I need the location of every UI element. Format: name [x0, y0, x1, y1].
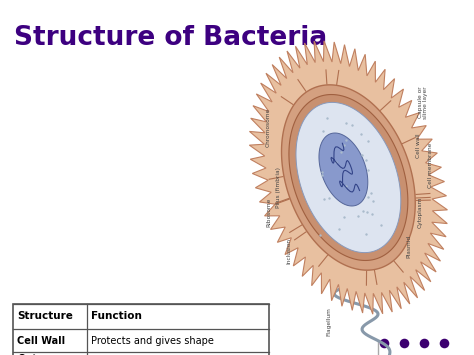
Point — [364, 138, 372, 144]
Text: Plasmid: Plasmid — [406, 234, 411, 257]
Text: Protects and gives shape: Protects and gives shape — [91, 335, 214, 346]
Point — [378, 222, 385, 228]
Text: Function: Function — [91, 311, 142, 321]
Point — [368, 211, 375, 217]
Text: Outer
Membrane: Outer Membrane — [17, 354, 76, 355]
Point — [400, 340, 408, 345]
Point — [363, 209, 371, 215]
Text: Cell wall: Cell wall — [416, 133, 421, 158]
Text: Inclusion: Inclusion — [286, 237, 291, 263]
Text: Ribosome: Ribosome — [266, 197, 271, 227]
Point — [365, 195, 372, 200]
Text: Cytoplasm: Cytoplasm — [418, 196, 423, 228]
Text: Cell membrane: Cell membrane — [428, 142, 433, 187]
Polygon shape — [289, 94, 408, 261]
Text: Chromosome: Chromosome — [266, 108, 271, 147]
Polygon shape — [249, 41, 447, 314]
Point — [362, 231, 369, 236]
Point — [364, 167, 371, 173]
Polygon shape — [271, 71, 426, 284]
Point — [326, 195, 333, 201]
Point — [359, 208, 366, 214]
Point — [370, 198, 377, 204]
Point — [359, 152, 366, 158]
Point — [343, 137, 350, 143]
Text: Structure: Structure — [17, 311, 73, 321]
Point — [319, 129, 327, 134]
Text: Cell Wall: Cell Wall — [17, 335, 65, 346]
Point — [380, 340, 388, 345]
Point — [319, 169, 326, 174]
Point — [336, 226, 343, 231]
Point — [341, 142, 348, 148]
Text: Structure of Bacteria: Structure of Bacteria — [14, 25, 327, 51]
Text: Capsule or
slime layer: Capsule or slime layer — [418, 86, 428, 119]
Point — [355, 213, 362, 219]
Point — [337, 149, 344, 155]
Point — [440, 340, 447, 345]
Polygon shape — [282, 85, 415, 270]
Polygon shape — [319, 133, 368, 206]
Point — [357, 131, 365, 137]
Polygon shape — [296, 102, 401, 253]
Point — [320, 197, 328, 202]
Text: Pilus (fimbria): Pilus (fimbria) — [276, 168, 281, 208]
Point — [340, 214, 348, 220]
Point — [420, 340, 428, 345]
Point — [342, 120, 350, 126]
Point — [316, 232, 324, 237]
Point — [324, 115, 331, 121]
Point — [363, 157, 370, 163]
Bar — [13, 304, 269, 355]
Point — [332, 159, 340, 165]
Point — [342, 183, 349, 189]
Point — [319, 172, 326, 178]
Point — [367, 191, 375, 196]
Point — [348, 122, 356, 128]
Text: Flagellum: Flagellum — [326, 307, 331, 337]
